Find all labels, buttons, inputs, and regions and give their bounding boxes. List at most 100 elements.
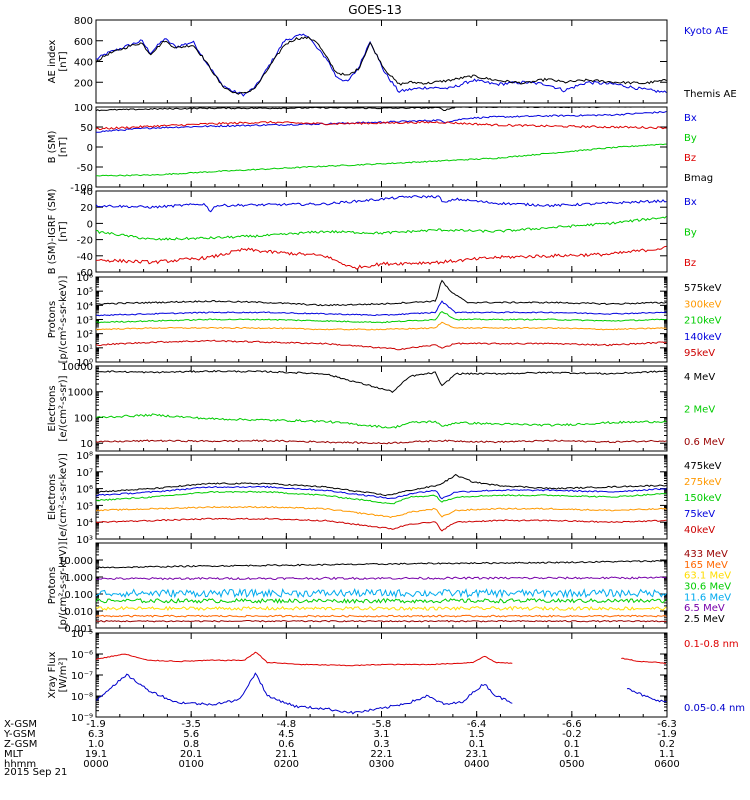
legend-275kev: 275keV: [684, 477, 722, 488]
y-tick-label: 0: [87, 143, 93, 154]
ephemeris-value-hhmm: 0300: [369, 759, 394, 770]
legend-2-mev: 2 MeV: [684, 405, 715, 416]
series-line-2-5-mev: [96, 560, 667, 569]
row-label-z-gsm: Z-GSM: [4, 739, 37, 750]
legend-bz: Bz: [684, 153, 696, 164]
ephemeris-value-z: 0.3: [374, 739, 390, 750]
legend-63-1-mev: 63.1 MeV: [684, 571, 731, 582]
series-line-275kev: [96, 505, 667, 519]
ephemeris-value-y: -0.2: [562, 729, 582, 740]
series-line-by: [96, 143, 667, 177]
series-line-bz: [96, 120, 667, 131]
y-tick-label: 10.000: [58, 556, 93, 567]
legend-140kev: 140keV: [684, 332, 722, 343]
y-axis-label: [e/(cm²-s-sr-keV)]: [58, 453, 69, 541]
y-axis-label: [nT]: [58, 51, 69, 71]
series-line-150kev: [96, 490, 667, 505]
y-axis-label: [nT]: [58, 221, 69, 241]
y-axis-label: Protons: [47, 301, 58, 338]
ephemeris-value-z: 0.1: [564, 739, 580, 750]
legend-433-mev: 433 MeV: [684, 549, 728, 560]
ephemeris-value-hhmm: 0600: [654, 759, 679, 770]
y-tick-label: -50: [77, 163, 93, 174]
y-tick-label: 10²: [76, 330, 93, 341]
legend-bx: Bx: [684, 113, 697, 124]
series-line-themis-ae: [96, 36, 667, 95]
series-line-165-mev: [96, 614, 667, 618]
ephemeris-value-mlt: 0.1: [564, 749, 580, 760]
legend-165-mev: 165 MeV: [684, 560, 728, 571]
y-axis-label: Electrons: [47, 474, 58, 520]
panel-electrons_mev: 10 100 1000 10000 Electrons [e/(cm²-s-sr)] 4 M…: [47, 362, 725, 452]
y-tick-label: 10⁴: [76, 518, 93, 529]
y-tick-label: 0.010: [64, 607, 93, 618]
y-axis-label: [nT]: [58, 137, 69, 157]
series-line-40kev: [96, 517, 667, 532]
y-tick-label: 10⁰: [76, 358, 93, 369]
legend-kyoto-ae: Kyoto AE: [684, 26, 728, 37]
legend-75kev: 75keV: [684, 509, 715, 520]
ephemeris-value-y: 5.6: [183, 729, 199, 740]
y-tick-label: 600: [74, 37, 93, 48]
ephemeris-value-hhmm: 0500: [559, 759, 584, 770]
ephemeris-value-mlt: 21.1: [275, 749, 297, 760]
row-label-mlt: MLT: [4, 749, 24, 760]
ephemeris-value-hhmm: 0400: [464, 759, 489, 770]
y-tick-label: -20: [77, 236, 93, 247]
panel-bsm: -100 -50 0 50 100 B (SM) [nT] Bx By Bz Bmag: [47, 103, 713, 194]
row-label-hhmm: hhmm: [4, 759, 36, 770]
legend-bx: Bx: [684, 197, 697, 208]
legend-300kev: 300keV: [684, 299, 722, 310]
series-line-575kev: [96, 279, 667, 307]
y-tick-label: 10⁸: [76, 451, 93, 462]
row-label-x-gsm: X-GSM: [4, 719, 37, 730]
y-axis-label: Electrons: [47, 385, 58, 431]
legend-210kev: 210keV: [684, 316, 722, 327]
ephemeris-value-y: 1.5: [469, 729, 485, 740]
legend-0-05-0-4-nm: 0.05-0.4 nm: [684, 703, 745, 714]
ephemeris-value-z: 0.8: [183, 739, 199, 750]
y-tick-label: 10⁵: [76, 501, 93, 512]
y-tick-label: 1000: [68, 388, 93, 399]
ephemeris-value-y: 4.5: [278, 729, 294, 740]
series-line-140kev: [96, 300, 667, 317]
y-tick-label: -100: [70, 183, 93, 194]
series-line-bz: [96, 245, 667, 270]
series-line-475kev: [96, 473, 667, 497]
series-line-bmag: [96, 107, 667, 112]
y-tick-label: 10³: [76, 316, 93, 327]
legend-0-6-mev: 0.6 MeV: [684, 437, 725, 448]
y-tick-label: 10⁻⁹: [71, 713, 93, 724]
legend-0-1-0-8-nm: 0.1-0.8 nm: [684, 639, 739, 650]
ephemeris-value-z: 1.0: [88, 739, 104, 750]
y-tick-label: 200: [74, 78, 93, 89]
series-line-433-mev: [96, 619, 667, 623]
series-line-bx: [96, 110, 667, 133]
series-line-0-6-mev: [96, 439, 667, 445]
y-tick-label: 100: [74, 103, 93, 114]
y-tick-label: 800: [74, 16, 93, 27]
ephemeris-value-x: -6.4: [467, 719, 487, 730]
y-tick-label: 10⁶: [76, 273, 93, 284]
y-axis-label: AE index: [47, 40, 58, 84]
ephemeris-value-mlt: 20.1: [180, 749, 202, 760]
panel-electrons_kev: 10³ 10⁴ 10⁵ 10⁶ 10⁷ 10⁸ Electrons [e/(cm²-s-sr-…: [47, 451, 722, 546]
legend-by: By: [684, 133, 697, 144]
series-line-by: [96, 215, 667, 241]
legend-475kev: 475keV: [684, 461, 722, 472]
ephemeris-value-mlt: 1.1: [659, 749, 675, 760]
ephemeris-value-hhmm: 0000: [83, 759, 108, 770]
series-line-75kev: [96, 485, 667, 500]
y-axis-label: Xray Flux: [47, 651, 58, 698]
row-label-y-gsm: Y-GSM: [3, 729, 36, 740]
series-line-4-mev: [96, 369, 667, 393]
ephemeris-value-y: 3.1: [374, 729, 390, 740]
series-line-bx: [96, 195, 667, 213]
y-tick-label: 400: [74, 58, 93, 69]
ephemeris-value-y: 6.3: [88, 729, 104, 740]
series-line-300kev: [96, 321, 667, 331]
